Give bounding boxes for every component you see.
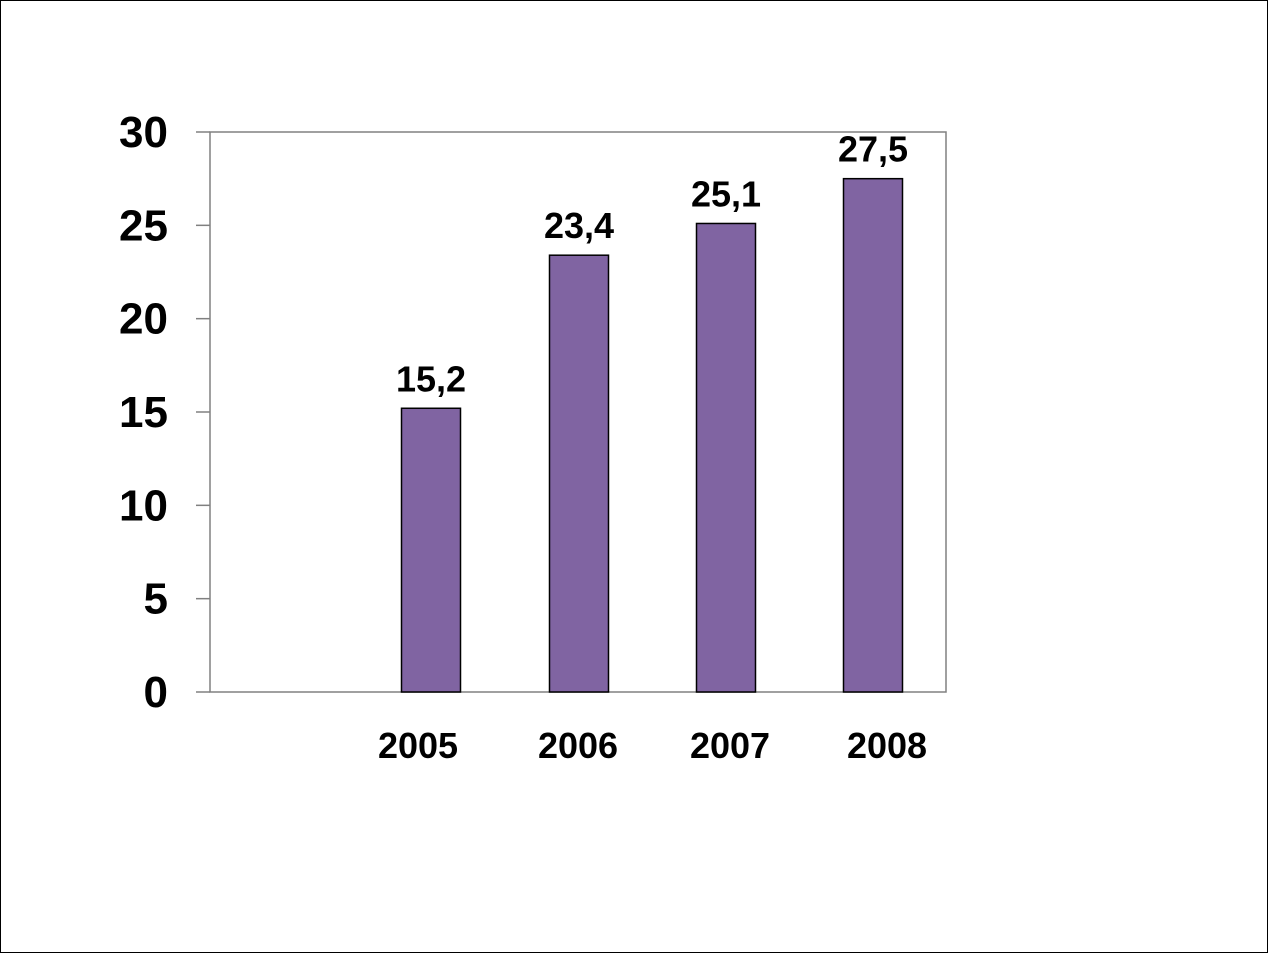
data-label: 15,2 <box>396 358 466 399</box>
y-tick-label: 0 <box>144 668 168 717</box>
x-category-label: 2007 <box>690 725 770 766</box>
data-label: 23,4 <box>544 205 614 246</box>
x-category-label: 2005 <box>378 725 458 766</box>
y-tick-label: 15 <box>119 388 168 437</box>
x-axis: 2005 2006 2007 2008 <box>378 725 927 766</box>
bar-2008 <box>842 177 904 693</box>
data-label: 25,1 <box>691 173 761 214</box>
bar-2005 <box>400 407 462 693</box>
data-label: 27,5 <box>838 129 908 170</box>
y-tick-label: 5 <box>144 575 168 624</box>
y-tick-label: 20 <box>119 295 168 344</box>
y-axis: 0 5 10 15 20 25 30 <box>119 108 210 717</box>
bar-2007 <box>695 222 757 693</box>
y-tick-label: 25 <box>119 201 168 250</box>
y-tick-label: 10 <box>119 481 168 530</box>
x-category-label: 2006 <box>538 725 618 766</box>
bars <box>400 177 904 693</box>
bar-2006 <box>548 254 610 693</box>
data-labels: 15,2 23,4 25,1 27,5 <box>396 129 908 400</box>
x-category-label: 2008 <box>847 725 927 766</box>
y-tick-label: 30 <box>119 108 168 157</box>
